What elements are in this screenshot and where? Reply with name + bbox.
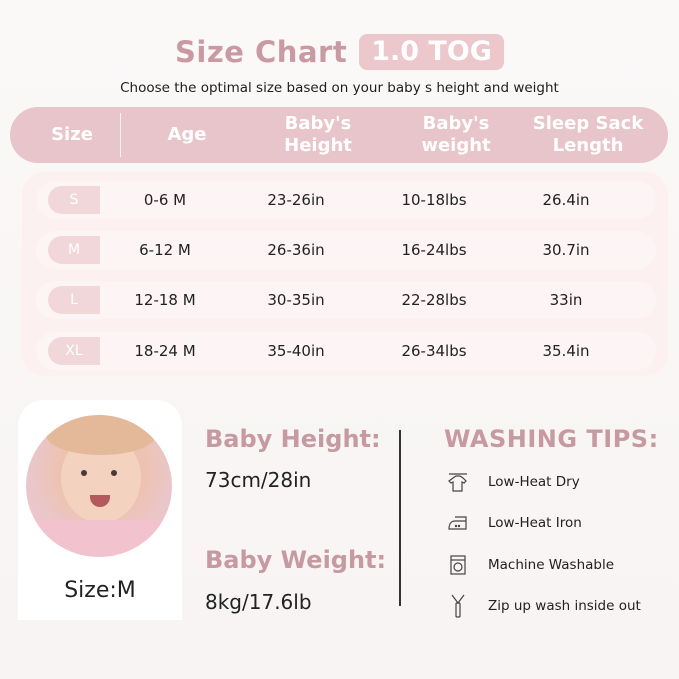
iron-icon bbox=[447, 512, 469, 534]
hanging-shirt-icon bbox=[447, 471, 469, 493]
cell-height: 35-40in bbox=[267, 342, 325, 360]
size-pill: M bbox=[48, 236, 100, 264]
cell-height: 23-26in bbox=[267, 191, 325, 209]
table-header: Size Age Baby's Height Baby's weight Sle… bbox=[10, 107, 668, 163]
cell-weight: 16-24lbs bbox=[401, 241, 467, 259]
cell-age: 18-24 M bbox=[134, 342, 196, 360]
table-row: L 12-18 M 30-35in 22-28lbs 33in bbox=[36, 281, 656, 319]
model-size: Size:M bbox=[64, 578, 136, 603]
title: Size Chart 1.0 TOG bbox=[0, 34, 679, 70]
tip-label: Zip up wash inside out bbox=[488, 598, 641, 614]
tip-item: Machine Washable bbox=[447, 553, 667, 577]
zipper-icon bbox=[447, 594, 469, 618]
tip-label: Machine Washable bbox=[488, 557, 615, 573]
table-row: S 0-6 M 23-26in 10-18lbs 26.4in bbox=[36, 181, 656, 219]
subtitle: Choose the optimal size based on your ba… bbox=[120, 80, 559, 96]
col-age: Age bbox=[167, 124, 207, 145]
cell-age: 0-6 M bbox=[143, 191, 187, 209]
cell-length: 30.7in bbox=[542, 241, 590, 259]
weight-label: Baby Weight: bbox=[205, 546, 387, 574]
washing-machine-icon bbox=[447, 554, 469, 576]
cell-age: 6-12 M bbox=[139, 241, 191, 259]
washing-title: WASHING TIPS: bbox=[444, 425, 659, 453]
cell-height: 30-35in bbox=[267, 291, 325, 309]
cell-weight: 22-28lbs bbox=[401, 291, 467, 309]
tip-item: Low-Heat Iron bbox=[447, 511, 667, 535]
header-divider bbox=[120, 113, 121, 157]
cell-age: 12-18 M bbox=[134, 291, 196, 309]
cell-weight: 10-18lbs bbox=[401, 191, 467, 209]
size-pill: L bbox=[48, 286, 100, 314]
table-row: M 6-12 M 26-36in 16-24lbs 30.7in bbox=[36, 231, 656, 269]
cell-length: 35.4in bbox=[542, 342, 590, 360]
cell-height: 26-36in bbox=[267, 241, 325, 259]
tip-item: Zip up wash inside out bbox=[447, 594, 667, 618]
table-body: S 0-6 M 23-26in 10-18lbs 26.4in M 6-12 M 26-36i… bbox=[22, 172, 668, 376]
tip-item: Low-Heat Dry bbox=[447, 470, 667, 494]
col-size: Size bbox=[51, 124, 93, 145]
col-height: Baby's Height bbox=[284, 113, 352, 156]
height-value: 73cm/28in bbox=[205, 468, 312, 492]
height-label: Baby Height: bbox=[205, 425, 381, 453]
tip-label: Low-Heat Iron bbox=[488, 515, 582, 531]
table-row: XL 18-24 M 35-40in 26-34lbs 35.4in bbox=[36, 332, 656, 370]
weight-value: 8kg/17.6lb bbox=[205, 590, 312, 614]
baby-photo bbox=[26, 415, 172, 557]
page-title: Size Chart bbox=[175, 35, 348, 69]
tip-label: Low-Heat Dry bbox=[488, 474, 580, 490]
col-length: Sleep Sack Length bbox=[532, 113, 644, 156]
size-pill: S bbox=[48, 186, 100, 214]
tog-badge: 1.0 TOG bbox=[359, 34, 504, 70]
size-pill: XL bbox=[48, 337, 100, 365]
cell-length: 33in bbox=[549, 291, 583, 309]
cell-length: 26.4in bbox=[542, 191, 590, 209]
cell-weight: 26-34lbs bbox=[401, 342, 467, 360]
divider bbox=[399, 430, 401, 606]
col-weight: Baby's weight bbox=[421, 113, 491, 156]
